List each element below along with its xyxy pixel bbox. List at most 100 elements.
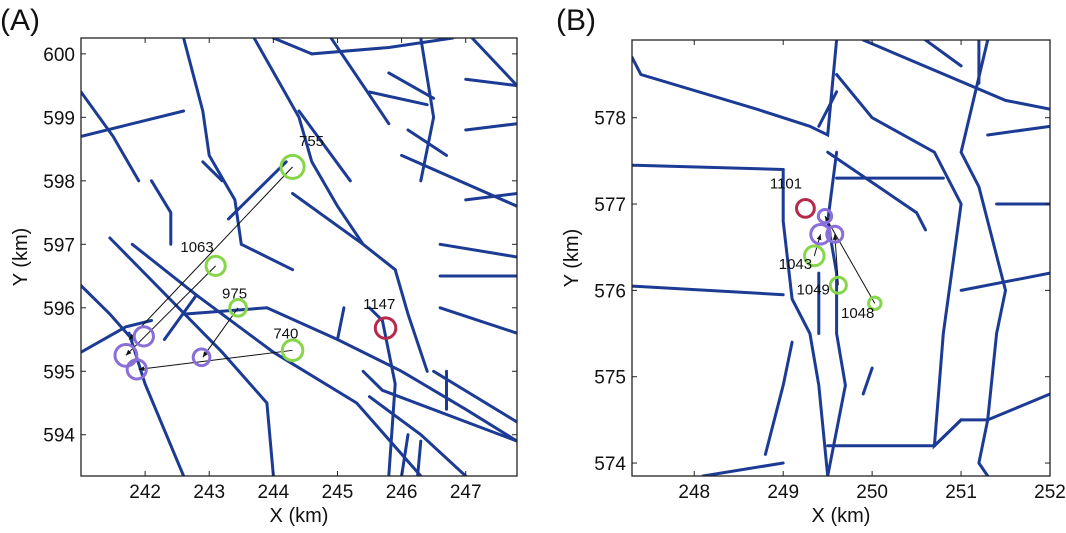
event-marker-relocated (816, 207, 834, 225)
fault-line (108, 236, 275, 476)
arrow-head (825, 216, 830, 223)
fault-line (400, 153, 517, 208)
relocation-arrow (125, 265, 217, 356)
fault-line (182, 38, 295, 272)
event-marker-initial (280, 338, 305, 363)
y-tick-label: 597 (43, 235, 75, 256)
fault-line (861, 366, 874, 396)
event-label: 1101 (770, 175, 802, 192)
y-tick-label: 575 (594, 368, 626, 389)
arrow-head (138, 366, 145, 371)
arrow-head (832, 234, 838, 240)
fault-line (977, 418, 990, 476)
fault-line (826, 150, 927, 232)
x-tick-label: 248 (678, 482, 710, 503)
y-tick-label: 599 (43, 108, 75, 129)
x-tick-label: 251 (945, 482, 977, 503)
panel-a-plot-frame (80, 37, 518, 477)
fault-line (252, 38, 397, 272)
fault-line (393, 268, 429, 373)
fault-line (368, 395, 468, 476)
relocation-arrow (202, 307, 239, 358)
fault-line (986, 124, 1050, 137)
y-tick-label: 578 (594, 109, 626, 130)
fault-line (632, 163, 785, 171)
arrow-head (202, 351, 208, 358)
fault-line (959, 271, 1050, 292)
fault-line (150, 179, 173, 246)
event-label: 1048 (841, 305, 874, 322)
event-label: 975 (222, 285, 247, 302)
fault-line (297, 109, 352, 183)
fault-line (959, 40, 1008, 422)
fault-line (368, 306, 397, 476)
panel-b: (B) 1101 1043 1049 1048 248 249 250 251 252 574 575… (556, 4, 1066, 527)
relocation-arrow (824, 215, 876, 304)
x-tick-label: 250 (856, 482, 888, 503)
fault-line (861, 40, 1050, 111)
event-marker-other (373, 316, 398, 340)
fault-line (632, 284, 785, 297)
fault-line (464, 77, 517, 88)
event-marker-relocated (809, 222, 832, 246)
fault-line (291, 192, 365, 246)
fault-line (763, 340, 794, 456)
panel-a-y-axis-label: Y (km) (10, 228, 32, 287)
fault-line (368, 90, 429, 107)
panel-b-events (795, 197, 883, 312)
x-tick-label: 246 (386, 482, 418, 503)
y-tick-label: 574 (594, 454, 626, 475)
fault-line (162, 293, 198, 341)
fault-line (81, 109, 186, 138)
panel-b-faults (632, 40, 1050, 476)
event-marker-other (795, 197, 816, 219)
fault-line (416, 439, 423, 476)
event-label: 1043 (779, 256, 812, 273)
event-marker-relocated (125, 358, 148, 381)
event-label: 755 (299, 133, 324, 150)
x-tick-label: 247 (450, 482, 482, 503)
y-tick-label: 576 (594, 281, 626, 302)
event-marker-relocated (113, 342, 139, 368)
event-marker-initial (279, 153, 306, 180)
arrow-head (129, 333, 135, 340)
fault-line (781, 168, 830, 476)
fault-line (835, 73, 1050, 450)
event-marker-initial (803, 244, 826, 268)
panel-a-panel-label: (A) (0, 4, 40, 37)
fault-line (361, 369, 517, 443)
event-label: 1049 (797, 282, 830, 299)
fault-line (701, 461, 785, 476)
event-marker-initial (867, 295, 883, 312)
fault-line (924, 40, 963, 68)
x-tick-label: 252 (1034, 482, 1066, 503)
fault-line (470, 38, 517, 88)
fault-line (817, 90, 839, 128)
panel-a-x-axis-label: X (km) (270, 505, 329, 527)
x-tick-label: 244 (258, 482, 290, 503)
fault-line (438, 242, 517, 259)
event-marker-relocated (825, 224, 845, 244)
arrow-head (816, 234, 822, 241)
y-tick-label: 577 (594, 195, 626, 216)
panel-b-x-axis-label: X (km) (812, 505, 871, 527)
fault-line (271, 38, 314, 56)
x-tick-label: 249 (767, 482, 799, 503)
panel-a-events (113, 153, 398, 381)
x-tick-label: 243 (193, 482, 225, 503)
panel-b-y-axis-label: Y (km) (561, 229, 583, 288)
fault-line (201, 160, 224, 183)
fault-line (81, 284, 134, 341)
panel-b-plot-frame (631, 39, 1051, 477)
panel-b-panel-label: (B) (556, 4, 596, 37)
y-tick-label: 594 (43, 426, 75, 447)
fault-line (419, 38, 436, 183)
fault-line (464, 192, 517, 202)
event-marker-relocated (132, 325, 155, 348)
x-tick-label: 242 (129, 482, 161, 503)
y-tick-label: 595 (43, 362, 75, 383)
panel-a-faults (81, 38, 517, 476)
fault-line (464, 122, 517, 132)
x-tick-label: 245 (322, 482, 354, 503)
